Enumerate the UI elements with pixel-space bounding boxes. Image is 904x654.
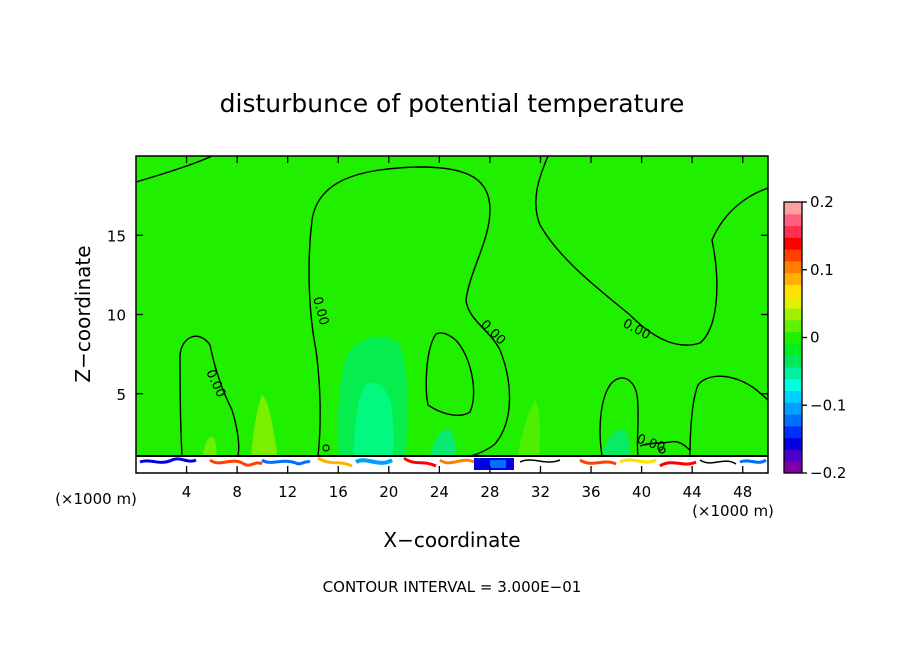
colorbar-swatch	[784, 202, 802, 215]
contour-line	[599, 377, 639, 457]
colorbar-swatch	[784, 414, 802, 427]
x-axis: 4 8 12 16 20 24 28 32 36 40 44 48	[182, 156, 752, 501]
colorbar-tick-label: −0.2	[810, 464, 846, 482]
x-tick-label: 8	[232, 483, 242, 501]
x-unit-left: (×1000 m)	[55, 490, 137, 508]
x-unit-right: (×1000 m)	[692, 502, 774, 520]
colorbar-swatch	[784, 449, 802, 462]
colorbar-swatch	[784, 249, 802, 262]
negative-anomaly-core	[354, 382, 394, 470]
plot-area	[136, 156, 768, 473]
colorbar-swatch	[784, 284, 802, 297]
x-tick-label: 20	[379, 483, 398, 501]
colorbar-tick-label: 0.1	[810, 261, 834, 279]
colorbar-swatch	[784, 355, 802, 368]
field-background	[136, 156, 768, 473]
x-tick-label: 24	[430, 483, 449, 501]
colorbar-swatch	[784, 461, 802, 474]
colorbar-swatch	[784, 260, 802, 274]
x-tick-label: 4	[182, 483, 192, 501]
colorbar-swatch	[784, 343, 802, 356]
x-tick-label: 40	[632, 483, 651, 501]
colorbar-swatch	[784, 296, 802, 309]
colorbar-swatch	[784, 308, 802, 321]
colorbar-swatch	[784, 272, 802, 285]
y-tick-label: 15	[107, 227, 126, 245]
x-tick-label: 36	[581, 483, 600, 501]
contour-line	[179, 335, 240, 457]
x-tick-label: 28	[480, 483, 499, 501]
contour-line	[308, 166, 511, 459]
x-tick-label: 12	[278, 483, 297, 501]
colorbar-swatch	[784, 425, 802, 439]
colorbar-tick-label: 0.2	[810, 193, 834, 211]
x-tick-label: 44	[683, 483, 702, 501]
colorbar-tick-label: −0.1	[810, 396, 846, 414]
contour-label: 0.00	[309, 295, 331, 327]
positive-anomaly-region	[515, 400, 540, 470]
colorbar-tick-label: 0	[810, 329, 820, 347]
contour-line	[136, 156, 213, 183]
colorbar-swatch	[784, 402, 802, 415]
x-tick-label: 16	[329, 483, 348, 501]
colorbar-swatch	[784, 331, 802, 344]
colorbar-swatch	[784, 225, 802, 238]
contour-line	[425, 332, 475, 416]
chart-title: disturbunce of potential temperature	[220, 89, 685, 118]
colorbar-swatch	[784, 437, 802, 450]
positive-anomaly-region	[250, 395, 280, 470]
colorbar-swatch	[784, 237, 802, 250]
colorbar: 0.2 0.1 0 −0.1 −0.2	[783, 193, 846, 482]
colorbar-swatch	[784, 390, 802, 403]
contour-line	[535, 156, 768, 346]
colorbar-swatch	[784, 319, 802, 333]
y-tick-label: 5	[116, 386, 126, 404]
contour-interval-note: CONTOUR INTERVAL = 3.000E−01	[323, 578, 582, 596]
colorbar-swatch	[784, 213, 802, 227]
x-axis-label: X−coordinate	[383, 528, 520, 552]
colorbar-swatch	[784, 366, 802, 380]
y-axis: 5 10 15	[107, 227, 768, 404]
contour-line	[689, 375, 768, 457]
surface-turbulence-band	[136, 444, 768, 473]
x-tick-label: 32	[531, 483, 550, 501]
y-axis-label: Z−coordinate	[71, 245, 95, 382]
colorbar-swatch	[784, 378, 802, 392]
x-tick-label: 48	[733, 483, 752, 501]
contour-line	[639, 440, 691, 451]
y-tick-label: 10	[107, 307, 126, 325]
